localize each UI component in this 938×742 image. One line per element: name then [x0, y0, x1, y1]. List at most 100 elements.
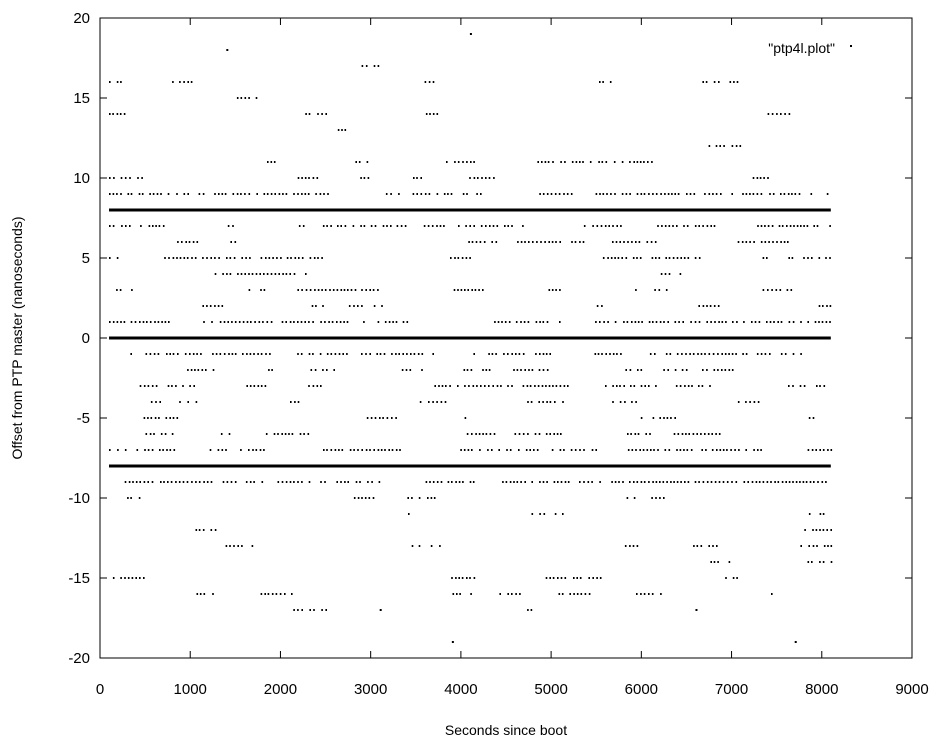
data-point — [240, 449, 242, 451]
data-point — [303, 225, 305, 227]
data-point — [544, 513, 546, 515]
data-point — [325, 609, 327, 611]
data-point — [358, 497, 360, 499]
data-point — [429, 481, 431, 483]
data-point — [424, 225, 426, 227]
data-point — [650, 449, 652, 451]
data-point — [431, 497, 433, 499]
data-point — [682, 369, 684, 371]
data-point — [720, 449, 722, 451]
data-point — [266, 433, 268, 435]
data-point — [557, 433, 559, 435]
data-point — [287, 257, 289, 259]
data-point — [583, 241, 585, 243]
data-point — [457, 289, 459, 291]
data-point — [456, 593, 458, 595]
data-point — [459, 593, 461, 595]
data-point — [595, 353, 597, 355]
data-point — [369, 497, 371, 499]
data-point — [150, 433, 152, 435]
data-point — [285, 433, 287, 435]
data-point — [817, 225, 819, 227]
data-point — [522, 225, 524, 227]
data-point — [698, 225, 700, 227]
data-point — [159, 401, 161, 403]
data-point — [484, 241, 486, 243]
data-point — [727, 481, 729, 483]
data-point — [264, 193, 266, 195]
data-point — [702, 369, 704, 371]
data-point — [652, 321, 654, 323]
data-point — [757, 177, 759, 179]
data-point — [599, 481, 601, 483]
data-point — [117, 81, 119, 83]
data-point — [363, 321, 365, 323]
data-point — [314, 257, 316, 259]
data-point — [674, 417, 676, 419]
data-point — [351, 289, 353, 291]
data-point — [382, 417, 384, 419]
data-point — [567, 385, 569, 387]
y-tick-label: -5 — [77, 410, 90, 427]
data-point — [620, 225, 622, 227]
data-point — [478, 289, 480, 291]
data-point — [520, 369, 522, 371]
data-point — [532, 241, 534, 243]
data-point — [324, 481, 326, 483]
data-point — [819, 257, 821, 259]
data-point — [412, 545, 414, 547]
data-point — [129, 177, 131, 179]
data-point — [661, 273, 663, 275]
data-point — [582, 161, 584, 163]
data-point — [563, 193, 565, 195]
data-point — [644, 385, 646, 387]
data-point — [223, 481, 225, 483]
data-point — [712, 545, 714, 547]
data-point — [822, 321, 824, 323]
data-point — [760, 449, 762, 451]
data-point — [327, 193, 329, 195]
data-point — [742, 241, 744, 243]
data-point — [265, 353, 267, 355]
data-point — [324, 321, 326, 323]
data-point — [635, 321, 637, 323]
data-point — [249, 193, 251, 195]
data-point — [121, 225, 123, 227]
data-point — [332, 321, 334, 323]
data-point — [691, 385, 693, 387]
data-point — [302, 257, 304, 259]
data-point — [713, 353, 715, 355]
data-point — [571, 193, 573, 195]
data-point — [486, 369, 488, 371]
data-point — [567, 193, 569, 195]
data-point — [618, 481, 620, 483]
data-point — [342, 449, 344, 451]
data-point — [416, 193, 418, 195]
data-point — [125, 177, 127, 179]
data-point — [189, 241, 191, 243]
data-point — [466, 257, 468, 259]
data-point — [494, 321, 496, 323]
data-point — [730, 449, 732, 451]
data-point — [380, 353, 382, 355]
data-point — [265, 385, 267, 387]
data-point — [124, 577, 126, 579]
data-point — [146, 433, 148, 435]
data-point — [148, 385, 150, 387]
data-point — [390, 193, 392, 195]
data-point — [231, 481, 233, 483]
data-point — [827, 449, 829, 451]
data-point — [573, 577, 575, 579]
data-point — [693, 545, 695, 547]
data-point — [440, 225, 442, 227]
data-point — [361, 289, 363, 291]
data-point — [253, 481, 255, 483]
data-point — [669, 257, 671, 259]
data-point — [793, 321, 795, 323]
data-point — [293, 321, 295, 323]
data-point — [140, 385, 142, 387]
data-point — [759, 321, 761, 323]
data-point — [725, 369, 727, 371]
data-point — [432, 401, 434, 403]
